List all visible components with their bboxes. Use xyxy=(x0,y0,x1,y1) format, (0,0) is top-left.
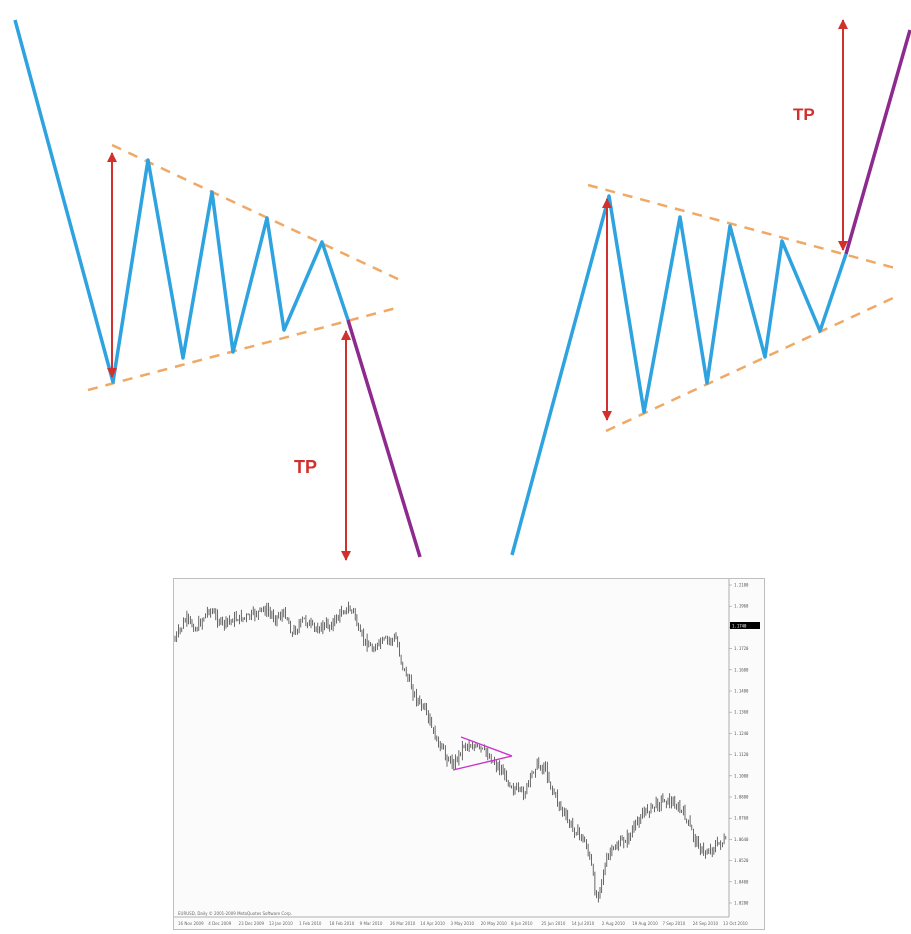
time-tick-label: 7 Sep 2010 xyxy=(662,921,685,926)
time-tick-label: 8 Jun 2010 xyxy=(511,921,533,926)
price-tick-label: 1.1960 xyxy=(734,604,749,609)
time-tick-label: 4 Dec 2009 xyxy=(208,921,231,926)
time-tick-label: 26 Mar 2010 xyxy=(390,921,416,926)
left-price-zigzag xyxy=(13,19,350,384)
time-tick-label: 1 Feb 2010 xyxy=(299,921,322,926)
price-series xyxy=(174,601,727,903)
time-tick-label: 16 Nov 2009 xyxy=(178,921,204,926)
time-tick-label: 25 Jun 2010 xyxy=(541,921,566,926)
right-upper-trendline xyxy=(587,183,896,270)
right-tp-label: TP xyxy=(793,105,815,124)
markup-lower-line xyxy=(452,755,513,771)
right-lower-trendline xyxy=(605,296,894,433)
triangle-markup xyxy=(452,736,513,771)
price-tick-label: 1.1000 xyxy=(734,773,749,778)
chart-copyright: EURUSD, Daily © 2001-2009 MetaQuotes Sof… xyxy=(178,911,292,916)
symmetrical-triangle-diagram: TP TP xyxy=(13,19,911,561)
price-axis: 1.21801.19601.18401.17201.16001.14801.13… xyxy=(729,583,749,906)
time-tick-label: 13 Oct 2010 xyxy=(723,921,748,926)
price-tick-label: 1.0400 xyxy=(734,879,749,884)
left-breakout-line xyxy=(346,319,422,558)
left-tp-label: TP xyxy=(294,457,317,477)
price-tick-label: 1.1360 xyxy=(734,710,749,715)
price-tick-label: 1.0520 xyxy=(734,858,749,863)
time-tick-label: 19 Aug 2010 xyxy=(632,921,658,926)
time-tick-label: 14 Apr 2010 xyxy=(420,921,445,926)
time-tick-label: 3 May 2010 xyxy=(451,921,475,926)
price-tick-label: 1.0280 xyxy=(734,901,749,906)
time-tick-label: 2 Aug 2010 xyxy=(602,921,626,926)
time-axis: 16 Nov 2009 4 Dec 2009 23 Dec 2009 13 Jan 2… xyxy=(178,921,748,926)
right-breakout-line xyxy=(844,29,911,255)
time-tick-label: 14 Jul 2010 xyxy=(572,921,595,926)
markup-upper-line xyxy=(460,736,513,757)
chart-plot-area xyxy=(174,579,729,917)
right-triangle-pattern: TP xyxy=(510,19,911,556)
price-tick-label: 1.1240 xyxy=(734,731,749,736)
price-tick-label: 1.1600 xyxy=(734,667,749,672)
price-tick-label: 1.1480 xyxy=(734,689,749,694)
time-tick-label: 9 Mar 2010 xyxy=(360,921,383,926)
price-tick-label: 1.1720 xyxy=(734,646,749,651)
price-tick-label: 1.0880 xyxy=(734,795,749,800)
price-tick-label: 1.0760 xyxy=(734,816,749,821)
time-tick-label: 23 Dec 2009 xyxy=(239,921,265,926)
time-tick-label: 20 May 2010 xyxy=(481,921,508,926)
price-tick-label: 1.0640 xyxy=(734,837,749,842)
price-chart-panel: 1.21801.19601.18401.17201.16001.14801.13… xyxy=(173,578,765,930)
left-triangle-pattern: TP xyxy=(13,19,422,561)
left-lower-trendline xyxy=(87,305,401,392)
time-tick-label: 18 Feb 2010 xyxy=(329,921,354,926)
time-tick-label: 13 Jan 2010 xyxy=(269,921,293,926)
current-price-badge xyxy=(730,622,760,629)
price-tick-label: 1.1120 xyxy=(734,752,749,757)
time-tick-label: 24 Sep 2010 xyxy=(693,921,719,926)
price-tick-label: 1.2180 xyxy=(734,583,749,588)
price-chart: 1.21801.19601.18401.17201.16001.14801.13… xyxy=(174,579,760,926)
right-price-zigzag xyxy=(510,194,848,556)
current-price-label: 1.1740 xyxy=(732,624,747,629)
